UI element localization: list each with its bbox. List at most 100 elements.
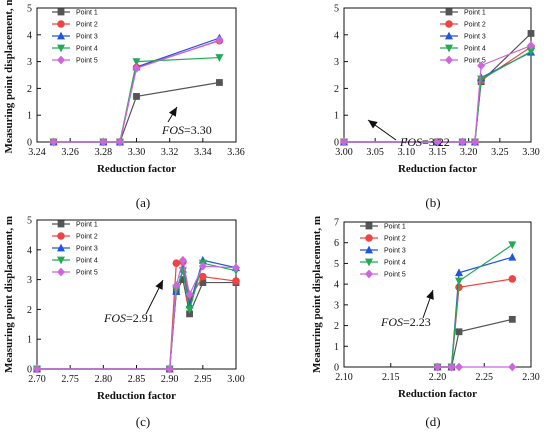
fos-arrow-head [168, 107, 177, 117]
legend-label: Point 2 [76, 234, 98, 241]
data-point-point-4 [527, 48, 535, 56]
panel-label: (b) [425, 195, 440, 210]
y-tick-label: 3 [27, 57, 32, 68]
legend-label: Point 4 [76, 258, 98, 265]
fos-prefix: FOS [380, 315, 403, 329]
x-tick-label: 2.25 [476, 372, 494, 383]
y-tick-label: 0 [27, 138, 32, 149]
x-tick-label: 2.15 [382, 372, 400, 383]
y-tick-label: 4 [27, 30, 32, 41]
x-tick-label: 2.85 [128, 374, 146, 385]
data-point-point-1 [527, 30, 535, 37]
fos-value: =2.23 [403, 315, 431, 329]
x-tick-label: 3.00 [335, 147, 353, 158]
x-tick-label: 3.20 [460, 147, 478, 158]
x-tick-label: 3.25 [491, 147, 509, 158]
data-point-point-5 [33, 364, 41, 374]
y-tick-label: 0 [334, 138, 339, 149]
x-tick-label: 3.30 [522, 147, 540, 158]
legend-label: Point 1 [464, 10, 486, 17]
legend-marker [57, 8, 65, 16]
legend-marker [365, 245, 373, 254]
data-point-point-3 [455, 268, 464, 277]
fos-prefix: FOS [399, 135, 422, 149]
x-tick-label: 2.70 [28, 374, 46, 385]
x-tick-label: 2.75 [61, 374, 79, 385]
y-tick-label: 2 [334, 321, 339, 332]
data-point-point-2 [508, 275, 517, 283]
x-tick-label: 2.95 [194, 374, 212, 385]
y-tick-label: 6 [334, 238, 339, 249]
x-tick-label: 3.30 [128, 147, 146, 158]
legend-label: Point 1 [76, 10, 98, 17]
legend-label: Point 2 [76, 22, 98, 29]
fos-arrow-head [155, 280, 163, 290]
legend-marker [57, 267, 65, 277]
legend-label: Point 2 [464, 22, 486, 29]
x-axis-label: Reduction factor [398, 163, 477, 175]
legend-label: Point 3 [76, 34, 98, 41]
y-tick-label: 0 [334, 363, 339, 374]
x-tick-label: 3.26 [61, 147, 79, 158]
y-tick-label: 3 [27, 275, 32, 286]
legend-marker [445, 31, 453, 40]
chart-panel-2: 3.00 3.05 3.10 3.15 3.20 3.25 3.30 0 1 2 3 4 5 Reduct… [334, 4, 540, 211]
legend-marker [445, 20, 453, 28]
y-axis-label: Measuring point displacement, m [3, 216, 15, 373]
y-tick-label: 5 [334, 4, 339, 15]
data-point-point-1 [216, 79, 223, 86]
plot-frame [36, 7, 237, 143]
legend-label: Point 1 [76, 222, 98, 229]
y-axis-label: Measuring point displacement, m [3, 0, 15, 154]
x-tick-label: 3.28 [95, 147, 113, 158]
y-tick-label: 1 [334, 342, 339, 353]
data-point-point-5 [433, 362, 442, 372]
data-point-point-5 [508, 362, 517, 372]
x-tick-label: 2.30 [522, 372, 540, 383]
series-line-point-1 [437, 318, 513, 368]
x-tick-label: 3.05 [366, 147, 384, 158]
legend-label: Point 4 [384, 260, 406, 267]
data-point-point-1 [508, 315, 516, 323]
series-line-point-5 [344, 44, 532, 143]
panel-label: (d) [425, 414, 440, 429]
data-point-point-5 [477, 61, 486, 71]
data-point-point-5 [198, 261, 207, 271]
chart-panel-3: 2.70 2.75 2.80 2.85 2.90 2.95 3.00 0 1 2 3 4 5 Reduct… [3, 216, 245, 430]
y-tick-label: 4 [334, 280, 339, 291]
legend-marker [57, 220, 65, 228]
x-tick-label: 3.10 [398, 147, 416, 158]
legend-label: Point 5 [76, 58, 98, 65]
legend-label: Point 3 [76, 246, 98, 253]
plot-frame [36, 219, 237, 370]
legend-marker [57, 20, 65, 28]
fos-prefix: FOS [103, 311, 126, 325]
legend-marker [365, 234, 373, 242]
data-point-point-4 [455, 277, 464, 286]
data-point-point-4 [215, 54, 224, 62]
data-point-point-5 [178, 255, 187, 265]
y-tick-label: 5 [27, 216, 32, 227]
x-tick-label: 2.80 [95, 374, 113, 385]
fos-annotation: FOS=3.22 [399, 135, 450, 149]
chart-panel-1: 3.24 3.26 3.28 3.30 3.32 3.34 3.36 0 1 2 3 4 5 Reduct… [3, 0, 245, 210]
y-tick-label: 1 [27, 335, 32, 346]
y-tick-label: 2 [27, 84, 32, 95]
data-point-point-5 [340, 137, 348, 147]
data-point-point-1 [186, 310, 193, 318]
x-tick-label: 3.24 [28, 147, 46, 158]
data-point-point-2 [172, 259, 181, 268]
data-point-point-1 [133, 93, 140, 100]
series-line-point-2 [437, 278, 513, 368]
y-tick-label: 5 [27, 4, 32, 15]
fos-arrow-head [368, 120, 378, 129]
y-axis-label: Measuring point displacement, m [311, 216, 323, 373]
y-tick-label: 1 [27, 111, 32, 122]
data-point-point-5 [172, 281, 181, 290]
chart-panel-4: 2.10 2.15 2.20 2.25 2.30 0 1 2 3 4 5 6 7 Reduction fa… [311, 216, 540, 429]
x-tick-label: 3.15 [429, 147, 447, 158]
data-point-point-5 [49, 137, 58, 147]
x-tick-label: 3.36 [227, 147, 245, 158]
y-tick-label: 3 [334, 57, 339, 68]
